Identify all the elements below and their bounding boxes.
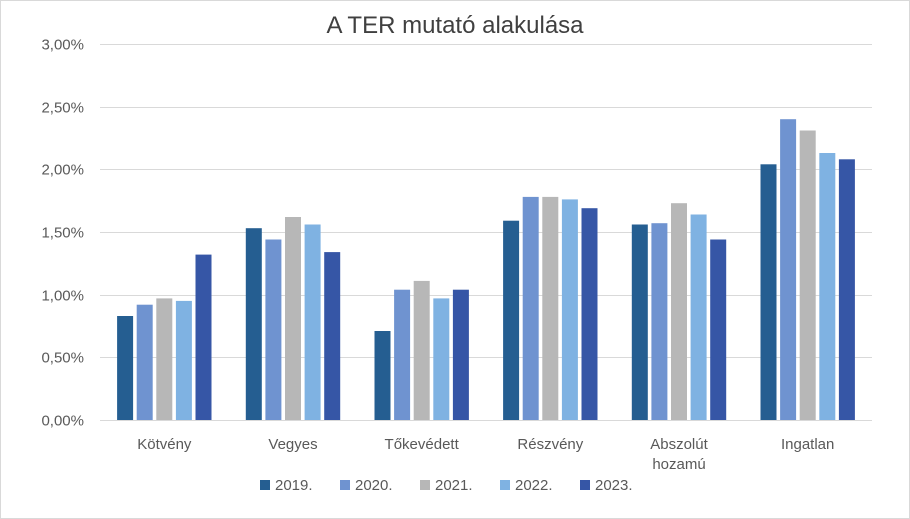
category-label-line: Tőkevédett: [385, 436, 460, 453]
y-tick-label: 2,00%: [41, 162, 84, 179]
bar: [671, 203, 687, 420]
y-tick-label: 2,50%: [41, 100, 84, 117]
bar: [285, 217, 301, 420]
bar: [838, 159, 855, 421]
category-label: Tőkevédett: [385, 436, 460, 453]
y-tick-label: 0,00%: [41, 413, 84, 430]
legend-swatch: [580, 480, 590, 490]
category-label-line: hozamú: [652, 456, 705, 473]
category-labels: Kötvény Vegyes Tőkevédett Részvény Abszolút h…: [137, 436, 834, 473]
bar: [710, 239, 727, 420]
category-label: Részvény: [517, 436, 583, 453]
bars: [117, 119, 855, 421]
bar: [195, 254, 212, 420]
category-label: Kötvény: [137, 436, 192, 453]
bar: [117, 316, 134, 420]
bar: [542, 196, 559, 420]
bar: [819, 153, 836, 420]
bar: [394, 289, 411, 420]
bar: [581, 208, 598, 420]
legend-swatch: [260, 480, 270, 490]
legend-label: 2021.: [435, 477, 473, 494]
y-tick-label: 1,50%: [41, 225, 84, 242]
category-label: Vegyes: [268, 436, 317, 453]
bar: [780, 119, 797, 420]
bar: [265, 239, 282, 420]
category-label-line: Vegyes: [268, 436, 317, 453]
category-label: Abszolút hozamú: [650, 436, 708, 473]
bar: [433, 298, 450, 420]
legend-swatch: [420, 480, 430, 490]
chart-title: A TER mutató alakulása: [326, 12, 584, 39]
legend-swatch: [340, 480, 350, 490]
bar: [175, 300, 192, 420]
category-label: Ingatlan: [781, 436, 834, 453]
bar: [324, 252, 341, 420]
bar: [245, 228, 262, 420]
bar: [452, 289, 469, 420]
bar: [799, 130, 816, 420]
bar: [374, 331, 391, 420]
category-label-line: Részvény: [517, 436, 583, 453]
bar: [136, 304, 153, 420]
bar: [690, 214, 707, 420]
category-label-line: Kötvény: [137, 436, 192, 453]
gridlines: [100, 44, 872, 358]
legend-label: 2019.: [275, 477, 313, 494]
legend-label: 2020.: [355, 477, 393, 494]
y-axis-ticks: 0,00% 0,50% 1,00% 1,50% 2,00% 2,50% 3,00%: [41, 37, 84, 430]
bar: [304, 224, 321, 420]
bar: [561, 199, 578, 420]
category-label-line: Ingatlan: [781, 436, 834, 453]
category-label-line: Abszolút: [650, 436, 708, 453]
y-tick-label: 0,50%: [41, 350, 84, 367]
bar: [631, 224, 648, 420]
bar: [760, 164, 777, 420]
bar: [503, 220, 520, 420]
bar: [651, 223, 668, 420]
bar: [522, 196, 539, 420]
legend-label: 2022.: [515, 477, 553, 494]
y-tick-label: 3,00%: [41, 37, 84, 54]
bar: [413, 280, 430, 420]
y-tick-label: 1,00%: [41, 288, 84, 305]
legend-swatch: [500, 480, 510, 490]
legend: 2019. 2020. 2021. 2022. 2023.: [260, 477, 633, 494]
legend-label: 2023.: [595, 477, 633, 494]
bar: [156, 298, 173, 420]
